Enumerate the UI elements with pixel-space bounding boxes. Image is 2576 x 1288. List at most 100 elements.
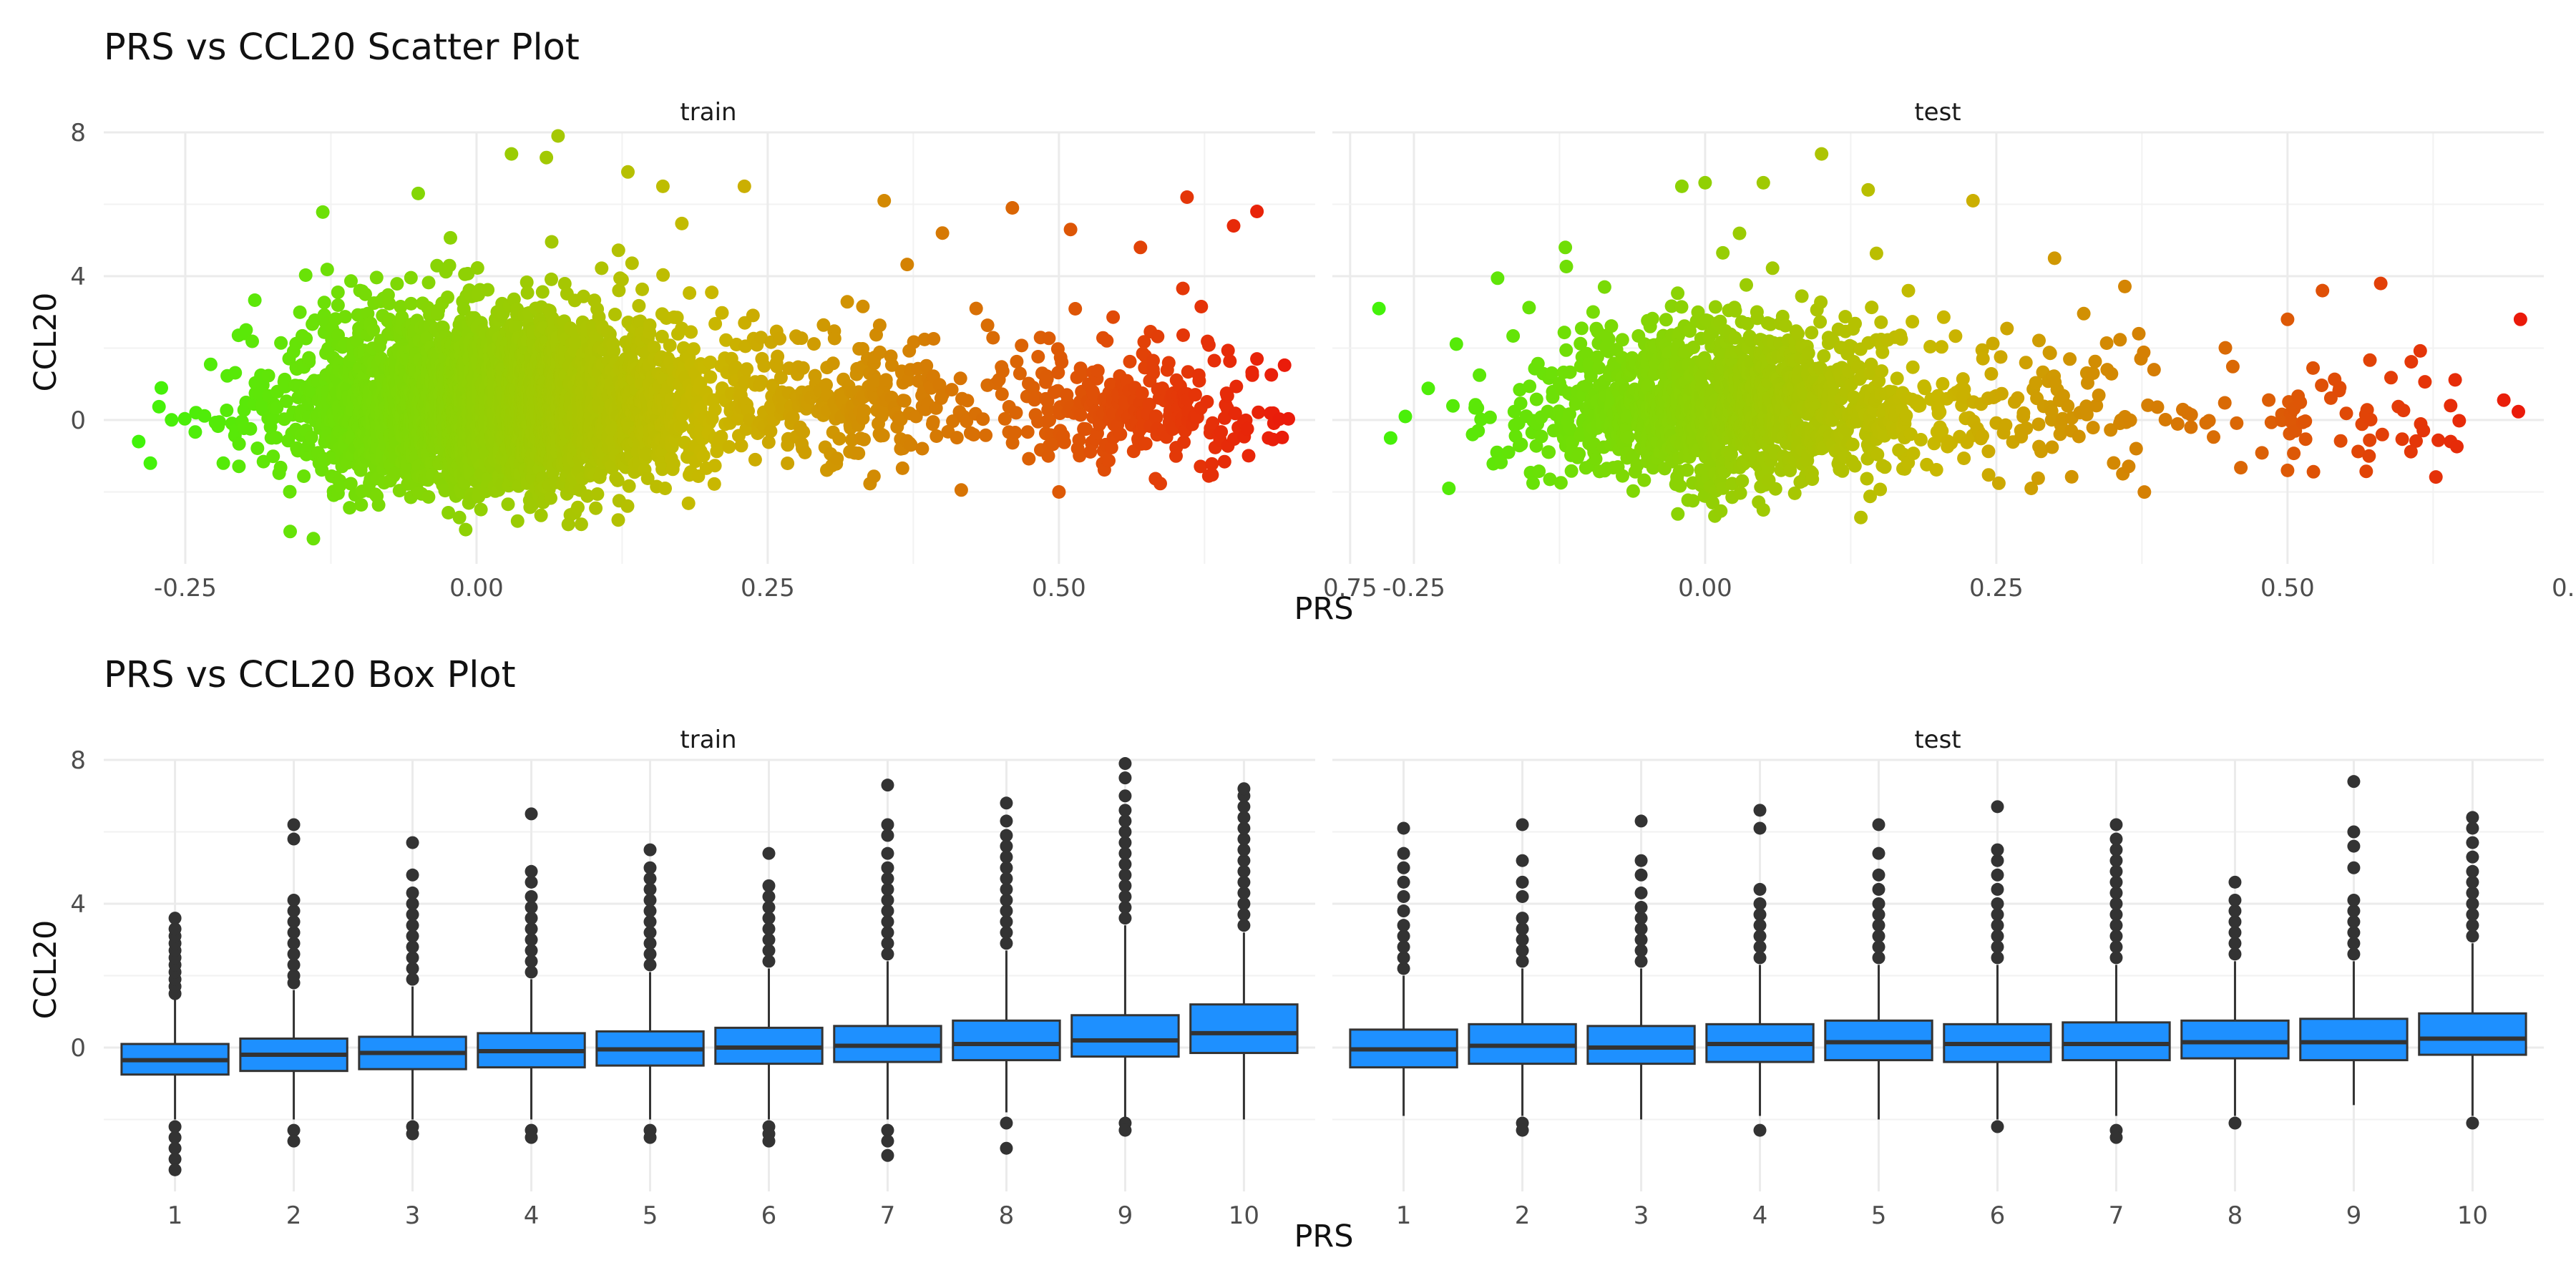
scatter-point bbox=[608, 308, 622, 321]
scatter-point bbox=[1161, 356, 1176, 370]
scatter-point bbox=[1372, 301, 1386, 316]
scatter-point bbox=[979, 428, 993, 442]
scatter-point bbox=[707, 477, 721, 491]
scatter-point bbox=[1621, 430, 1635, 444]
scatter-point bbox=[734, 439, 748, 453]
scatter-point bbox=[967, 428, 981, 441]
scatter-point bbox=[722, 440, 736, 454]
scatter-point bbox=[269, 431, 283, 445]
scatter-point bbox=[293, 305, 307, 319]
scatter-point bbox=[504, 147, 519, 161]
scatter-point bbox=[371, 498, 386, 512]
scatter-point bbox=[872, 318, 887, 333]
scatter-point bbox=[421, 275, 436, 290]
scatter-point bbox=[1553, 476, 1568, 490]
scatter-point bbox=[643, 318, 657, 332]
scatter-point bbox=[344, 274, 358, 288]
scatter-point bbox=[278, 379, 293, 394]
scatter-point bbox=[980, 318, 995, 333]
scatter-point bbox=[1192, 374, 1206, 388]
scatter-point bbox=[696, 449, 711, 463]
scatter-point bbox=[1586, 305, 1600, 319]
scatter-point bbox=[1106, 310, 1121, 324]
scatter-point bbox=[773, 331, 787, 346]
scatter-point bbox=[796, 425, 811, 439]
scatter-strip-test: test bbox=[1914, 98, 1961, 127]
scatter-point bbox=[1572, 447, 1586, 461]
scatter-x-tick-label: 0.00 bbox=[1678, 574, 1732, 602]
scatter-point bbox=[1214, 425, 1229, 439]
scatter-point bbox=[441, 291, 454, 304]
scatter-point bbox=[273, 460, 288, 474]
scatter-y-tick-label: 8 bbox=[70, 119, 86, 147]
scatter-point bbox=[746, 308, 760, 323]
scatter-point bbox=[1176, 281, 1190, 296]
scatter-point bbox=[915, 441, 930, 456]
scatter-point bbox=[794, 331, 809, 346]
scatter-point bbox=[757, 358, 771, 373]
scatter-point bbox=[960, 394, 975, 408]
scatter-point bbox=[442, 258, 457, 273]
scatter-point bbox=[1673, 479, 1687, 493]
scatter-point bbox=[297, 469, 311, 483]
scatter-point bbox=[611, 243, 625, 258]
scatter-point bbox=[1138, 436, 1153, 451]
scatter-point bbox=[197, 409, 212, 423]
scatter-point bbox=[954, 483, 968, 497]
scatter-point bbox=[299, 331, 313, 346]
scatter-point bbox=[781, 457, 795, 470]
scatter-point bbox=[1146, 366, 1161, 380]
scatter-point bbox=[1597, 280, 1611, 294]
scatter-point bbox=[953, 371, 967, 386]
scatter-point bbox=[1532, 464, 1546, 479]
scatter-y-axis-title: CCL20 bbox=[28, 293, 64, 392]
scatter-point bbox=[1491, 271, 1505, 286]
scatter-y-tick-label: 4 bbox=[70, 263, 86, 291]
scatter-point bbox=[1574, 321, 1589, 336]
scatter-point bbox=[261, 369, 275, 383]
scatter-point bbox=[177, 411, 192, 426]
scatter-point bbox=[411, 186, 425, 200]
scatter-x-tick-label: 0.50 bbox=[1032, 574, 1086, 602]
scatter-point bbox=[343, 477, 358, 491]
scatter-x-tick-label: -0.25 bbox=[154, 574, 217, 602]
scatter-point bbox=[1063, 223, 1078, 237]
scatter-point bbox=[1473, 368, 1487, 382]
scatter-point bbox=[876, 429, 890, 443]
scatter-point bbox=[827, 331, 841, 346]
scatter-point bbox=[1513, 396, 1528, 411]
box-plot-title: PRS vs CCL20 Box Plot bbox=[104, 654, 516, 696]
scatter-point bbox=[317, 296, 331, 310]
scatter-point bbox=[441, 506, 456, 519]
scatter-point bbox=[1068, 302, 1083, 316]
scatter-point bbox=[857, 404, 872, 418]
scatter-point bbox=[1559, 260, 1574, 273]
scatter-point bbox=[1022, 452, 1036, 466]
scatter-point bbox=[607, 344, 621, 358]
scatter-point bbox=[470, 261, 484, 275]
scatter-x-axis-title: PRS bbox=[1294, 591, 1353, 627]
scatter-point bbox=[1686, 494, 1700, 508]
scatter-point bbox=[1674, 300, 1689, 314]
scatter-point bbox=[935, 226, 950, 240]
scatter-point bbox=[666, 457, 680, 471]
scatter-point bbox=[320, 263, 334, 277]
scatter-point bbox=[1042, 331, 1056, 346]
scatter-point bbox=[1708, 300, 1722, 314]
scatter-point bbox=[354, 498, 369, 512]
scatter-point bbox=[830, 452, 844, 466]
scatter-strip-train: train bbox=[680, 98, 736, 127]
scatter-y-tick-label: 0 bbox=[70, 406, 86, 435]
scatter-point bbox=[1637, 473, 1652, 487]
scatter-point bbox=[1250, 352, 1264, 366]
scatter-point bbox=[1383, 431, 1397, 445]
scatter-point bbox=[459, 522, 473, 537]
scatter-point bbox=[331, 286, 345, 299]
scatter-point bbox=[1153, 477, 1167, 491]
scatter-point bbox=[481, 283, 495, 297]
scatter-point bbox=[304, 430, 318, 444]
scatter-point bbox=[394, 300, 408, 313]
scatter-point bbox=[1471, 424, 1485, 438]
scatter-point bbox=[632, 298, 646, 313]
